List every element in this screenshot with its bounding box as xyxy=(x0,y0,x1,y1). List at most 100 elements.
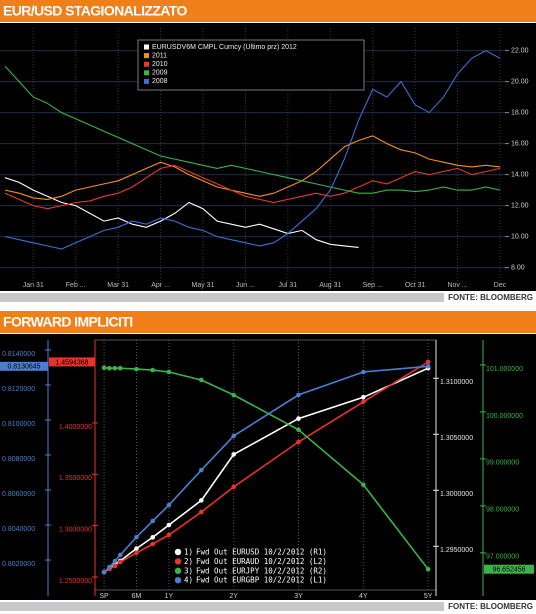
legend-box xyxy=(137,39,365,91)
y-tick-label: 1.3000000 xyxy=(59,526,92,533)
x-tick-label: 6M xyxy=(132,593,142,600)
point xyxy=(166,532,172,538)
y-tick-label: 0.8020000 xyxy=(2,561,35,568)
point xyxy=(198,377,204,383)
y-tick-label: 14.00 xyxy=(511,171,529,178)
y-tick-label: 1.4000000 xyxy=(59,424,92,431)
y-tick-label: 12.00 xyxy=(511,202,529,209)
x-tick-label: Mar 31 xyxy=(107,282,129,289)
point xyxy=(166,369,172,375)
y-tick-label: 0.8100000 xyxy=(2,421,35,428)
y-tick-label: 0.8120000 xyxy=(2,386,35,393)
point xyxy=(198,467,204,473)
y-tick-label: 1.3500000 xyxy=(59,475,92,482)
y-tick-label: 16.00 xyxy=(511,140,529,147)
x-tick-label: 2Y xyxy=(229,593,238,600)
legend-swatch xyxy=(144,44,149,50)
legend-label: Fwd Out EURAUD 10/2/2012 (L2) xyxy=(196,557,327,566)
legend-label: 2011 xyxy=(152,52,167,59)
chart-background xyxy=(0,334,536,600)
legend-marker xyxy=(174,548,182,556)
point xyxy=(117,559,123,565)
legend-marker xyxy=(174,558,182,565)
point xyxy=(231,452,236,457)
point xyxy=(198,509,204,515)
x-tick-label: May 31 xyxy=(192,282,215,289)
point xyxy=(296,427,301,433)
point xyxy=(198,498,204,503)
y-tick-label: 8.00 xyxy=(511,264,525,271)
point xyxy=(101,569,107,575)
series-line xyxy=(4,65,501,194)
x-tick-label: Dec xyxy=(494,282,507,289)
last-value-box xyxy=(49,357,95,367)
x-tick-label: Jan 31 xyxy=(23,282,44,289)
x-tick-label: 4Y xyxy=(359,593,368,600)
y-tick-label: 10.00 xyxy=(511,233,529,240)
point xyxy=(117,552,123,558)
y-tick-label: 1.3100000 xyxy=(440,379,473,386)
point xyxy=(101,365,107,371)
y-tick-label: 20.00 xyxy=(511,78,529,85)
source: FONTE: BLOOMBERG xyxy=(448,293,533,302)
point xyxy=(150,535,155,540)
legend-label: Fwd Out EURJPY 10/2/2012 (R2) xyxy=(196,566,327,575)
point xyxy=(296,439,301,445)
x-tick-label: Jul 31 xyxy=(279,282,298,289)
last-value-label: 1.4594368 xyxy=(55,359,88,366)
legend-label: Fwd Out EURGBP 10/2/2012 (L1) xyxy=(196,576,327,585)
section-title: FORWARD IMPLICITI xyxy=(3,314,133,330)
legend-label: EURUSDV6M CMPL Curncy (Ultimo prz) 2012 xyxy=(152,44,297,51)
series-line xyxy=(4,135,501,200)
legend-swatch xyxy=(144,78,149,84)
legend-marker xyxy=(174,577,182,584)
y-tick-label: 98.000000 xyxy=(486,507,519,514)
section-title: EUR/USD STAGIONALIZZATO xyxy=(3,3,187,19)
point xyxy=(150,518,155,524)
y-tick-label: 1.3050000 xyxy=(440,435,473,442)
legend-swatch xyxy=(144,53,149,59)
x-tick-label: Jun ... xyxy=(236,282,255,289)
legend-label: Fwd Out EURUSD 10/2/2012 (R1) xyxy=(196,548,327,557)
y-tick-label: 0.8140000 xyxy=(2,351,35,358)
point xyxy=(361,394,366,400)
last-value-box xyxy=(0,361,48,371)
x-tick-label: Oct 31 xyxy=(405,282,426,289)
series-line xyxy=(4,177,359,248)
x-tick-label: Apr ... xyxy=(151,282,170,289)
y-tick-label: 100.000000 xyxy=(486,413,523,420)
point xyxy=(112,558,118,564)
last-value-box xyxy=(484,564,534,574)
source-band xyxy=(0,602,444,611)
point xyxy=(231,433,236,439)
y-tick-label: 0.8080000 xyxy=(2,456,35,463)
legend-label: 2010 xyxy=(152,61,168,68)
x-tick-label: SP xyxy=(99,593,109,600)
legend-swatch xyxy=(144,70,149,76)
y-tick-label: 1.2950000 xyxy=(440,547,473,554)
point xyxy=(231,484,236,490)
point xyxy=(134,550,139,556)
point xyxy=(150,367,155,373)
series-line xyxy=(4,164,501,210)
x-tick-label: 5Y xyxy=(424,593,433,600)
point xyxy=(117,365,123,371)
legend-number: 2) xyxy=(184,557,193,566)
point xyxy=(425,364,431,369)
y-tick-label: 99.000000 xyxy=(486,460,519,467)
legend-swatch xyxy=(144,61,149,67)
point xyxy=(134,366,139,372)
last-value-label: 0.8130645 xyxy=(7,364,40,371)
header-bar xyxy=(0,311,536,333)
y-tick-label: 97.000000 xyxy=(486,554,519,561)
point xyxy=(107,365,112,371)
y-tick-label: 18.00 xyxy=(511,109,529,116)
x-tick-label: Aug 31 xyxy=(319,282,341,289)
point xyxy=(107,564,112,570)
x-tick-label: Feb ... xyxy=(66,282,86,289)
legend-number: 1) xyxy=(184,548,193,557)
x-tick-label: Sep ... xyxy=(363,282,383,289)
source-band xyxy=(0,293,444,302)
point xyxy=(150,541,155,547)
point xyxy=(166,502,172,508)
